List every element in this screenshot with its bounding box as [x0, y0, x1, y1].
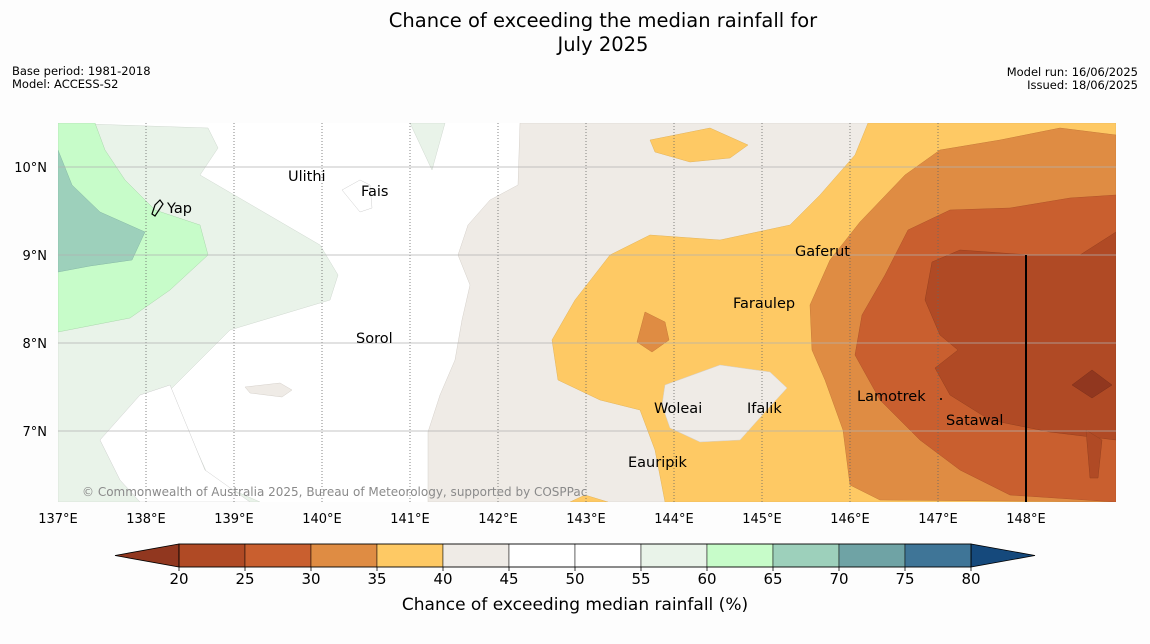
colorbar-swatch [574, 543, 642, 568]
colorbar-tick-label: 30 [301, 570, 320, 588]
colorbar-over-arrow [970, 543, 1036, 568]
lon-tick: 148°E [1006, 512, 1046, 527]
colorbar-tick-label: 50 [565, 570, 584, 588]
lat-tick-labels: 10°N 9°N 8°N 7°N [14, 161, 47, 440]
place-ulithi: Ulithi [288, 169, 326, 185]
meta-left: Base period: 1981-2018 Model: ACCESS-S2 [12, 65, 151, 90]
lon-tick: 138°E [126, 512, 166, 527]
colorbar-swatch [310, 543, 378, 568]
model-text: Model: ACCESS-S2 [12, 76, 119, 91]
lon-tick-labels: 137°E 138°E 139°E 140°E 141°E 142°E 143°… [38, 512, 1046, 527]
colorbar-label: Chance of exceeding median rainfall (%) [402, 595, 748, 615]
lon-tick: 146°E [830, 512, 870, 527]
lat-gridlines [58, 166, 1116, 432]
colorbar-under-arrow [114, 543, 180, 568]
lamotrek-atoll-marker [940, 398, 942, 400]
colorbar-tick-label: 20 [169, 570, 188, 588]
grid [58, 123, 1116, 502]
place-satawal: Satawal [946, 413, 1003, 429]
colorbar-tick-label: 75 [895, 570, 914, 588]
contour-green-north [409, 123, 446, 171]
colorbar-tick-label: 65 [763, 570, 782, 588]
lat-tick: 10°N [14, 161, 47, 176]
colorbar-swatch [442, 543, 510, 568]
lon-tick: 147°E [918, 512, 958, 527]
lon-tick: 137°E [38, 512, 78, 527]
contour-20-25-south-spike [1085, 429, 1103, 479]
place-woleai: Woleai [654, 401, 702, 417]
contour-40-45-pocket [661, 364, 788, 443]
colorbar-tick-label: 25 [235, 570, 254, 588]
contour-30-35-small-blob [636, 311, 670, 353]
contour-65-70 [58, 149, 146, 273]
colorbar-swatch [772, 543, 840, 568]
colorbar: 20 25 30 35 40 45 50 55 60 65 70 75 80 [114, 543, 1036, 588]
colorbar-tick-label: 55 [631, 570, 650, 588]
colorbar-swatch [376, 543, 444, 568]
map-title: Chance of exceeding the median rainfall … [0, 9, 1150, 57]
model-run-text: Model run: 16/06/2025 [1006, 65, 1138, 79]
colorbar-swatch [706, 543, 774, 568]
colorbar-tick-label: 35 [367, 570, 386, 588]
lon-tick: 141°E [390, 512, 430, 527]
lat-tick: 8°N [23, 337, 48, 352]
contour-beige-blob [244, 382, 293, 398]
colorbar-tick-label: 45 [499, 570, 518, 588]
contour-20-25 [924, 231, 1116, 441]
title-line-1: Chance of exceeding the median rainfall … [388, 9, 818, 32]
contour-white-fais [341, 179, 373, 213]
place-sorol: Sorol [356, 331, 393, 347]
colorbar-swatch [244, 543, 312, 568]
contour-35-40-south-sliver [569, 494, 609, 502]
place-lamotrek: Lamotrek [857, 389, 926, 405]
lon-tick: 143°E [566, 512, 606, 527]
lon-tick: 145°E [742, 512, 782, 527]
place-eauripik: Eauripik [628, 455, 687, 471]
lon-gridlines [145, 123, 939, 502]
colorbar-tick-label: 60 [697, 570, 716, 588]
title-line-2: July 2025 [557, 33, 649, 56]
place-faraulep: Faraulep [733, 296, 795, 312]
colorbar-swatch [508, 543, 576, 568]
lon-tick: 144°E [654, 512, 694, 527]
yap-island-icon [151, 199, 164, 217]
meta-right: Model run: 16/06/2025 Issued: 18/06/2025 [1007, 66, 1138, 91]
colorbar-tick-label: 80 [961, 570, 980, 588]
colorbar-swatch [178, 543, 246, 568]
place-ifalik: Ifalik [747, 401, 782, 417]
lat-tick: 9°N [23, 249, 48, 264]
contour-white-pocket [99, 384, 251, 502]
contour-35-40-north-blob [649, 127, 749, 163]
contour-under-20 [1071, 369, 1113, 399]
place-yap: Yap [166, 201, 192, 217]
place-fais: Fais [361, 184, 388, 200]
lon-tick: 140°E [302, 512, 342, 527]
colorbar-swatch [904, 543, 972, 568]
place-gaferut: Gaferut [795, 244, 850, 260]
place-labels: Ulithi Fais Yap Gaferut Faraulep Sorol L… [166, 169, 1003, 471]
lon-tick: 139°E [214, 512, 254, 527]
copyright-text: © Commonwealth of Australia 2025, Bureau… [82, 485, 587, 499]
colorbar-tick-label: 70 [829, 570, 848, 588]
issued-text: Issued: 18/06/2025 [1027, 77, 1138, 92]
colorbar-swatch [640, 543, 708, 568]
lon-tick: 142°E [478, 512, 518, 527]
colorbar-tick-label: 40 [433, 570, 452, 588]
colorbar-swatch [838, 543, 906, 568]
lat-tick: 7°N [23, 425, 48, 440]
map-area [58, 123, 1116, 502]
base-period-text: Base period: 1981-2018 [12, 64, 151, 78]
